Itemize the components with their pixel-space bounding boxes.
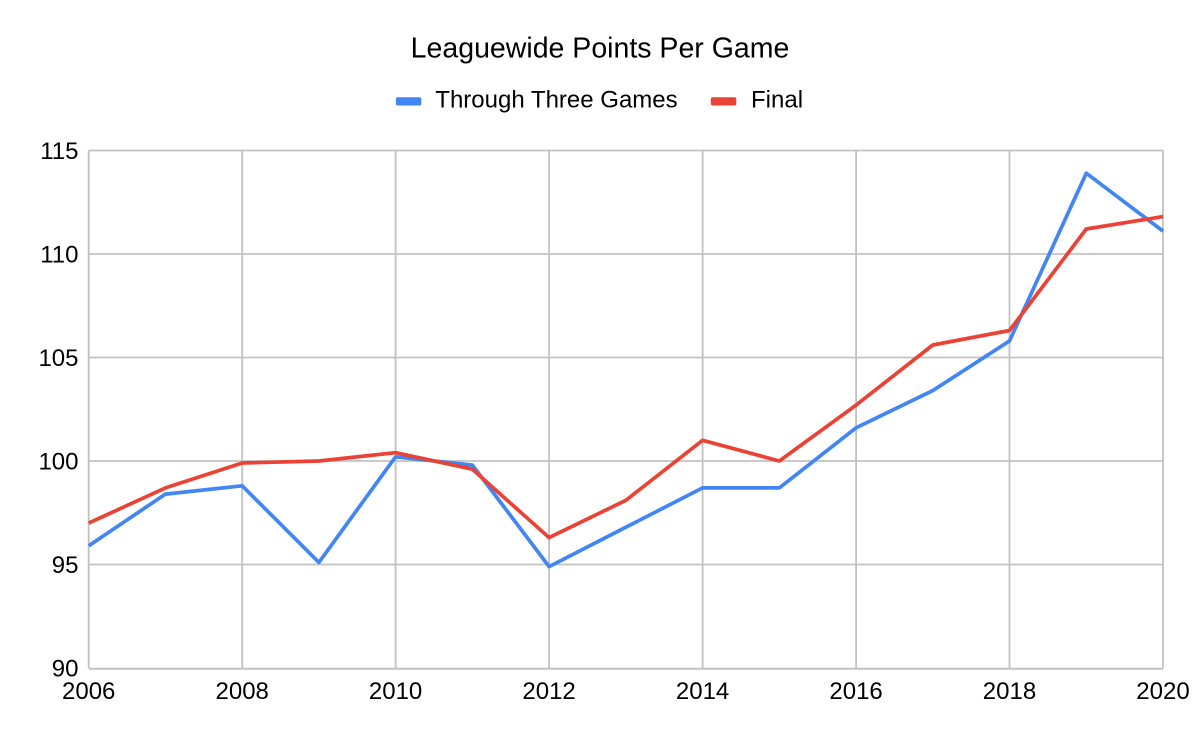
svg-text:2006: 2006 xyxy=(62,678,115,705)
svg-text:110: 110 xyxy=(40,241,78,268)
svg-text:95: 95 xyxy=(52,552,79,579)
svg-text:2010: 2010 xyxy=(369,678,422,705)
svg-text:2014: 2014 xyxy=(676,678,729,705)
svg-text:90: 90 xyxy=(52,655,79,682)
svg-text:2018: 2018 xyxy=(983,678,1036,705)
svg-text:Through Three Games: Through Three Games xyxy=(435,87,677,114)
svg-text:100: 100 xyxy=(38,448,78,475)
svg-text:Final: Final xyxy=(751,87,803,114)
svg-text:2012: 2012 xyxy=(522,678,575,705)
svg-text:2008: 2008 xyxy=(216,678,269,705)
svg-text:105: 105 xyxy=(38,345,78,372)
svg-text:115: 115 xyxy=(40,138,78,165)
svg-text:2020: 2020 xyxy=(1136,678,1189,705)
svg-text:Leaguewide Points Per Game: Leaguewide Points Per Game xyxy=(411,33,790,65)
svg-text:2016: 2016 xyxy=(829,678,882,705)
